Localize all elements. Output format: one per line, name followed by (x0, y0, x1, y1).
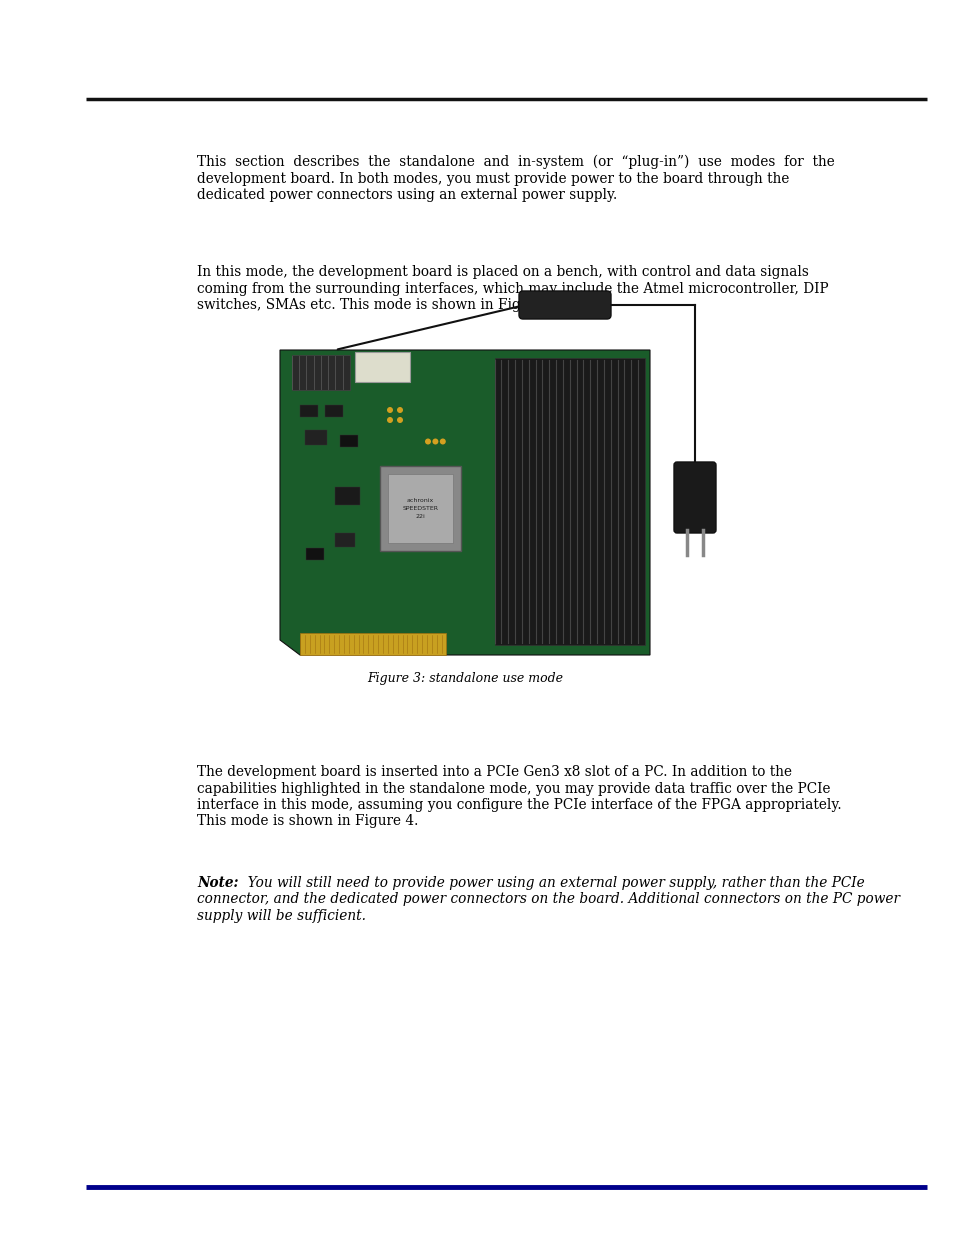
Circle shape (396, 417, 402, 424)
Text: 22i: 22i (416, 514, 425, 519)
Text: The development board is inserted into a PCIe Gen3 x8 slot of a PC. In addition : The development board is inserted into a… (196, 764, 791, 779)
Bar (299, 634, 446, 655)
Text: capabilities highlighted in the standalone mode, you may provide data traffic ov: capabilities highlighted in the standalo… (196, 782, 830, 795)
Text: dedicated power connectors using an external power supply.: dedicated power connectors using an exte… (196, 188, 617, 203)
Bar (292, 354, 350, 390)
Text: This mode is shown in Figure 4.: This mode is shown in Figure 4. (196, 815, 418, 829)
Text: interface in this mode, assuming you configure the PCIe interface of the FPGA ap: interface in this mode, assuming you con… (196, 798, 841, 811)
Text: development board. In both modes, you must provide power to the board through th: development board. In both modes, you mu… (196, 172, 788, 185)
Text: connector, and the dedicated power connectors on the board. Additional connector: connector, and the dedicated power conne… (196, 893, 899, 906)
Bar (306, 548, 324, 561)
Text: Figure 3: standalone use mode: Figure 3: standalone use mode (367, 672, 562, 685)
Text: You will still need to provide power using an external power supply, rather than: You will still need to provide power usi… (239, 876, 863, 890)
Text: SPEEDSTER: SPEEDSTER (402, 506, 438, 511)
Circle shape (396, 408, 402, 412)
Bar (335, 534, 355, 547)
Circle shape (432, 438, 438, 445)
Text: This  section  describes  the  standalone  and  in-system  (or  “plug-in”)  use : This section describes the standalone an… (196, 156, 834, 169)
Text: coming from the surrounding interfaces, which may include the Atmel microcontrol: coming from the surrounding interfaces, … (196, 282, 828, 295)
Bar (379, 466, 461, 551)
Text: supply will be sufficient.: supply will be sufficient. (196, 909, 366, 923)
Bar (355, 352, 410, 382)
Bar (388, 474, 453, 543)
Circle shape (424, 438, 431, 445)
Text: Note:: Note: (196, 876, 238, 890)
Text: achronix: achronix (407, 498, 434, 503)
Bar (325, 405, 343, 417)
Circle shape (387, 417, 393, 424)
FancyBboxPatch shape (673, 462, 716, 534)
Bar (494, 358, 644, 645)
Text: In this mode, the development board is placed on a bench, with control and data : In this mode, the development board is p… (196, 266, 808, 279)
Text: switches, SMAs etc. This mode is shown in Figure 3.: switches, SMAs etc. This mode is shown i… (196, 298, 560, 312)
Circle shape (387, 408, 393, 412)
FancyBboxPatch shape (518, 291, 610, 319)
Bar (305, 430, 327, 445)
Bar (335, 488, 360, 505)
Bar (339, 435, 357, 447)
Polygon shape (280, 350, 649, 655)
Circle shape (439, 438, 445, 445)
Bar (299, 405, 317, 417)
